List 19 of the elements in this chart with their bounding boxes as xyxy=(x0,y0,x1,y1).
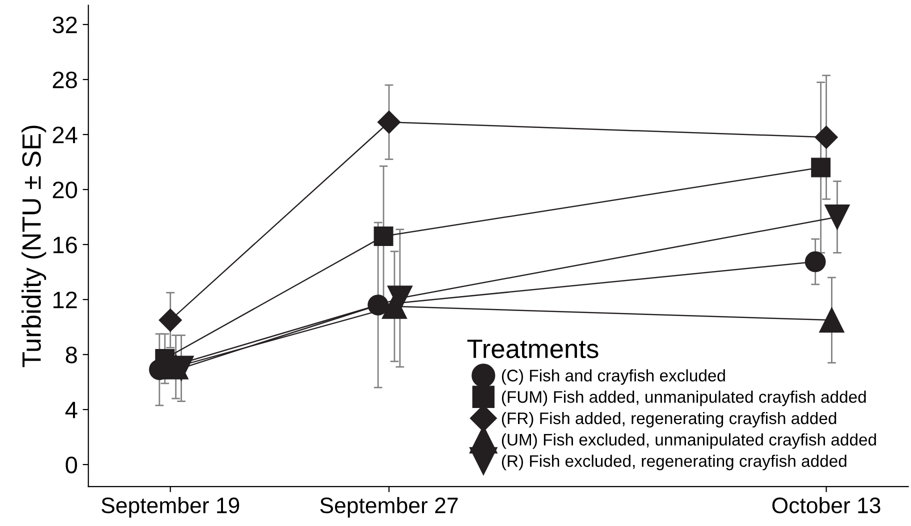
legend-label: (UM) Fish excluded, unmanipulated crayfish added xyxy=(502,433,876,449)
y-tick-label: 16 xyxy=(53,236,77,254)
y-tick-label: 28 xyxy=(52,72,77,88)
y-axis-title: Turbidity (NTU ± SE) xyxy=(22,126,46,368)
x-tick-label: October 13 xyxy=(772,496,880,514)
y-tick-label: 20 xyxy=(52,182,78,198)
y-tick-label: 8 xyxy=(66,346,77,364)
legend-label: (C) Fish and crayfish excluded xyxy=(502,369,725,385)
y-tick-label: 0 xyxy=(66,456,78,474)
y-tick-label: 32 xyxy=(52,16,77,34)
y-tick-label: 12 xyxy=(53,292,77,308)
legend-label: (FUM) Fish added, unmanipulated crayfish added xyxy=(502,390,866,406)
legend-label: (R) Fish excluded, regenerating crayfish added xyxy=(502,454,846,470)
legend-title: Treatments xyxy=(467,340,598,358)
x-tick-label: September 19 xyxy=(102,496,240,518)
y-tick-label: 24 xyxy=(52,126,78,144)
y-tick-label: 4 xyxy=(65,402,78,418)
legend-label: (FR) Fish added, regenerating crayfish added xyxy=(502,412,836,428)
x-tick-label: September 27 xyxy=(320,496,458,518)
